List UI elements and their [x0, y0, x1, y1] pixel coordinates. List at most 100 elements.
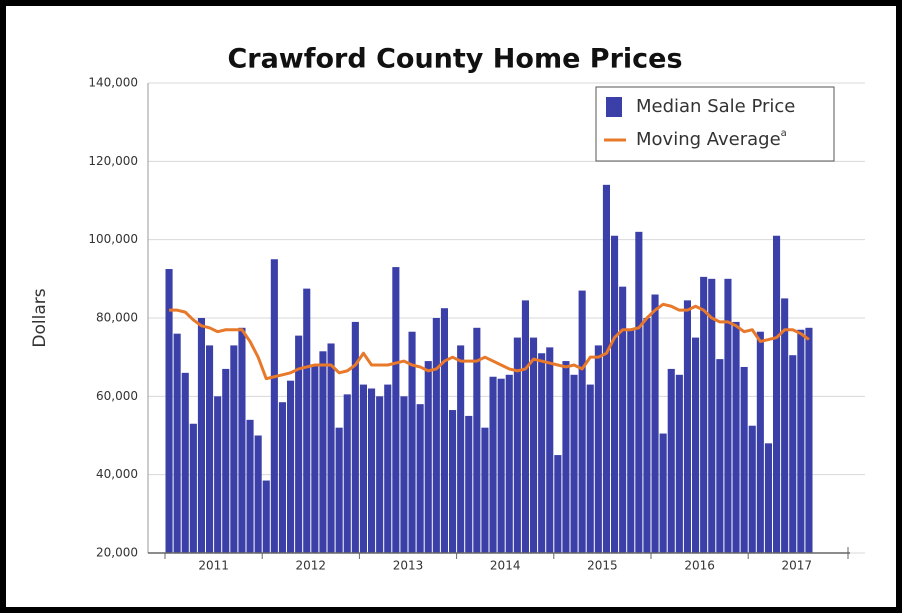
- bar: [424, 361, 432, 553]
- bar: [546, 347, 554, 553]
- bar: [457, 345, 465, 553]
- bar: [700, 276, 708, 553]
- bar: [611, 235, 619, 553]
- bar: [319, 351, 327, 553]
- bar: [781, 298, 789, 553]
- bar: [497, 378, 505, 553]
- y-tick-label: 80,000: [96, 311, 138, 325]
- bar: [659, 433, 667, 553]
- bar: [189, 423, 197, 553]
- bar: [432, 318, 440, 553]
- bar: [206, 345, 214, 553]
- legend-name: Moving Average: [636, 129, 781, 150]
- bar: [359, 384, 367, 553]
- bar: [764, 443, 772, 553]
- bar: [530, 337, 538, 553]
- legend-box: [595, 86, 835, 162]
- bar: [505, 374, 513, 553]
- bar: [465, 415, 473, 553]
- bar: [351, 321, 359, 553]
- bar: [311, 365, 319, 553]
- legend-swatch: [606, 97, 622, 117]
- bar: [489, 376, 497, 553]
- bar: [756, 331, 764, 553]
- bar: [554, 455, 562, 553]
- bar: [716, 359, 724, 553]
- x-tick-label: 2015: [587, 559, 618, 573]
- bar: [513, 337, 521, 553]
- bar: [732, 321, 740, 553]
- legend-label: Median Sale Price: [636, 96, 795, 117]
- bar: [740, 366, 748, 553]
- bar: [230, 345, 238, 553]
- y-tick-label: 60,000: [96, 389, 138, 403]
- bar: [667, 368, 675, 553]
- bar: [287, 380, 295, 553]
- bar: [376, 396, 384, 553]
- bar: [408, 331, 416, 553]
- bar: [197, 318, 205, 553]
- bar: [643, 318, 651, 553]
- bar: [343, 394, 351, 553]
- bar: [481, 427, 489, 553]
- bar: [303, 288, 311, 553]
- bar: [449, 410, 457, 553]
- bar: [181, 372, 189, 553]
- bar: [578, 290, 586, 553]
- bar: [262, 480, 270, 553]
- bar: [562, 361, 570, 553]
- x-tick-label: 2013: [393, 559, 424, 573]
- bar: [651, 294, 659, 553]
- bar: [222, 368, 230, 553]
- legend-note-marker: a: [781, 128, 787, 139]
- bar: [295, 335, 303, 553]
- bar: [165, 269, 173, 553]
- bar: [586, 384, 594, 553]
- bar: [748, 425, 756, 553]
- y-tick-label: 20,000: [96, 546, 138, 560]
- bar: [635, 231, 643, 554]
- x-tick-label: 2012: [296, 559, 327, 573]
- bar: [246, 419, 254, 553]
- bar: [570, 374, 578, 553]
- bar: [238, 327, 246, 553]
- y-tick-label: 120,000: [88, 154, 138, 168]
- bar: [384, 384, 392, 553]
- bar: [521, 300, 529, 553]
- bar: [173, 333, 181, 553]
- legend-label: Moving Averagea: [636, 128, 787, 150]
- bar: [692, 337, 700, 553]
- y-tick-label: 140,000: [88, 76, 138, 90]
- bar: [327, 343, 335, 553]
- bar: [627, 329, 635, 553]
- y-axis-label: Dollars: [30, 288, 50, 347]
- bar: [254, 435, 262, 553]
- bar: [368, 388, 376, 553]
- bar: [805, 327, 813, 553]
- bar: [440, 308, 448, 553]
- x-tick-label: 2017: [782, 559, 813, 573]
- x-tick-label: 2014: [490, 559, 521, 573]
- bar: [538, 353, 546, 553]
- bar: [724, 278, 732, 553]
- bar: [594, 345, 602, 553]
- bar: [278, 402, 286, 553]
- bar: [675, 374, 683, 553]
- bar: [392, 267, 400, 553]
- bar: [619, 286, 627, 553]
- bar: [214, 396, 222, 553]
- bar: [602, 184, 610, 554]
- bar: [708, 278, 716, 553]
- legend-name: Median Sale Price: [636, 96, 795, 117]
- bar: [773, 235, 781, 553]
- bar: [416, 404, 424, 553]
- bar: [270, 259, 278, 553]
- bar: [473, 327, 481, 553]
- y-tick-label: 40,000: [96, 467, 138, 481]
- y-tick-label: 100,000: [88, 232, 138, 246]
- bar: [335, 427, 343, 553]
- moving-average-line: [169, 302, 810, 381]
- bar: [683, 300, 691, 553]
- bar: [400, 396, 408, 553]
